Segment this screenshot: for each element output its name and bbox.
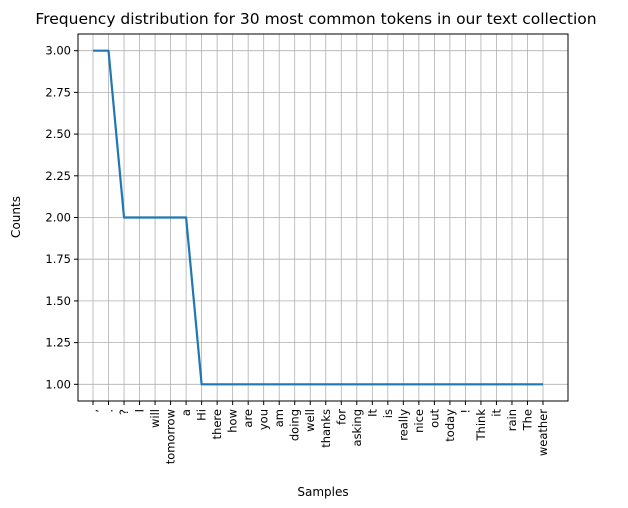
y-tick-label: 1.25 [45,336,71,350]
x-tick-label: you [257,409,271,430]
y-axis-label: Counts [9,196,23,238]
x-tick-label: Hi [195,409,209,421]
y-tick-label: 1.50 [45,294,71,308]
y-tick-label: 1.00 [45,377,71,391]
x-axis-label: Samples [297,485,348,499]
x-tick-label: will [148,409,162,428]
x-tick-label: out [427,409,441,428]
x-tick-label: I [133,409,147,412]
x-tick-label: , [86,409,100,413]
x-tick-label: ? [117,409,131,415]
y-tick-label: 1.75 [45,252,71,266]
grid-lines [78,34,568,401]
x-tick-label: It [365,409,379,417]
plot-frame [77,33,569,402]
x-tick-label: well [303,409,317,432]
x-tick-label: tomorrow [164,409,178,464]
y-tick-label: 2.00 [45,211,71,225]
x-tick-label: really [396,409,410,441]
y-tick-label: 2.25 [45,169,71,183]
x-tick-label: are [241,409,255,428]
x-tick-label: The [520,409,534,431]
y-tick-label: 2.75 [45,85,71,99]
x-tick-label: Think [474,409,488,442]
x-tick-label: rain [505,409,519,431]
x-tick-label: thanks [319,409,333,448]
x-tick-label: . [102,409,116,413]
x-tick-label: there [210,409,224,439]
x-tick-label: how [226,409,240,433]
x-tick-label: ! [458,409,472,414]
x-tick-label: asking [350,409,364,446]
y-tick-label: 3.00 [45,44,71,58]
chart-title: Frequency distribution for 30 most commo… [35,10,596,28]
x-tick-label: for [334,409,348,425]
x-tick-label: nice [412,409,426,433]
series-line [93,49,543,386]
x-tick-label: doing [288,409,302,441]
x-tick-label: is [381,409,395,418]
x-tick-label: it [489,409,503,417]
y-tick-label: 2.50 [45,127,71,141]
x-tick-label: weather [536,409,550,456]
x-tick-label: today [443,409,457,442]
x-tick-label: am [272,409,286,427]
x-tick-label: a [179,409,193,416]
series-line-layer [93,49,543,386]
